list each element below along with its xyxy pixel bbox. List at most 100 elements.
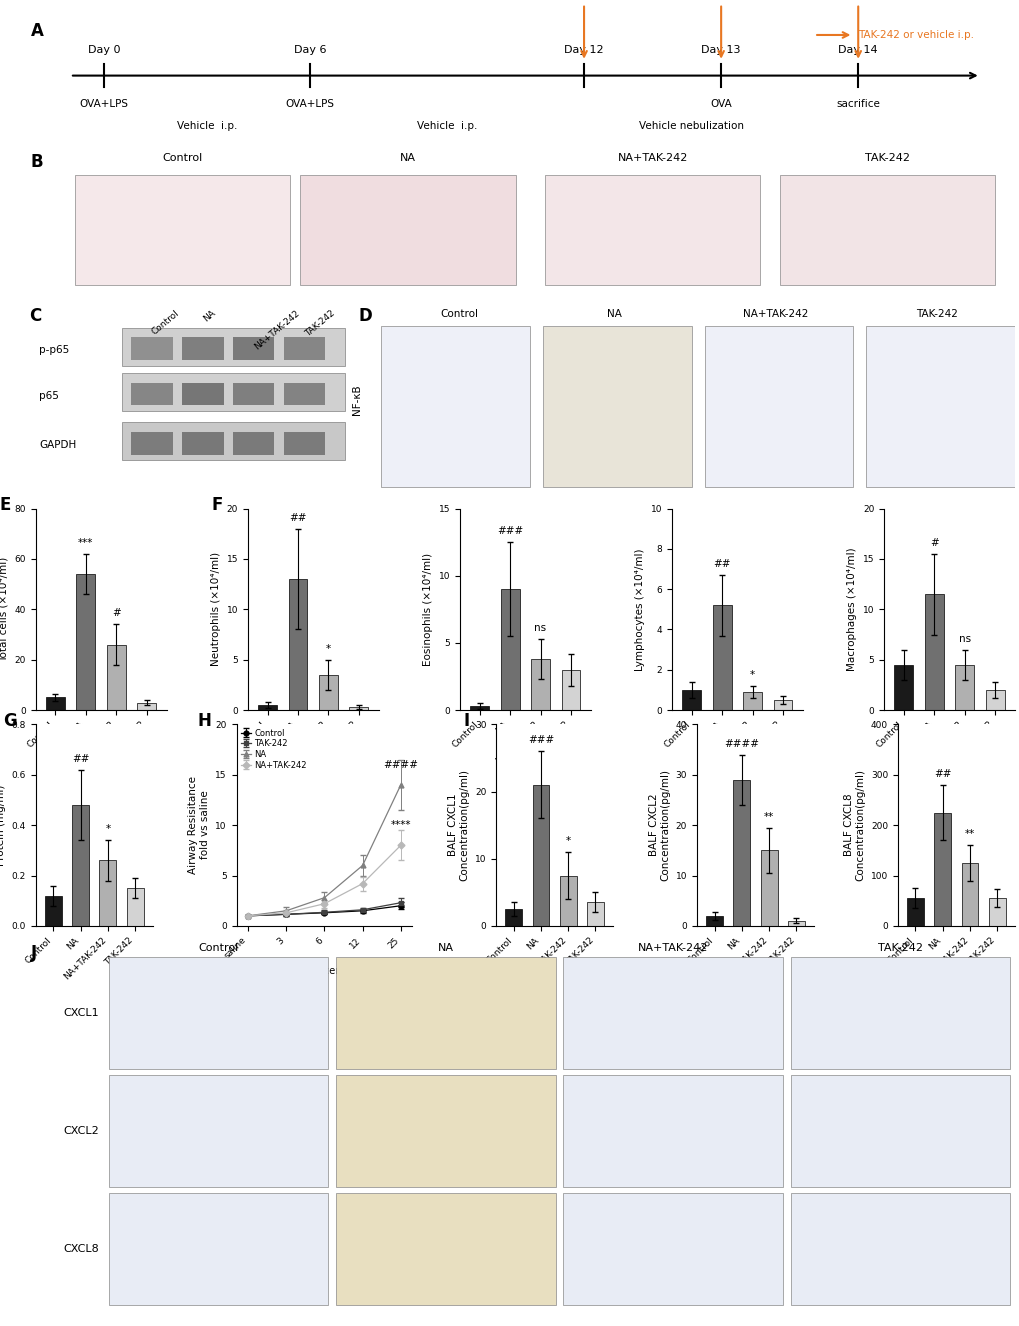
FancyBboxPatch shape — [336, 1193, 555, 1305]
Text: TAK-242: TAK-242 — [877, 943, 922, 953]
Y-axis label: Protein (mg/ml): Protein (mg/ml) — [0, 785, 6, 866]
Bar — [107, 644, 125, 711]
Text: *: * — [325, 643, 331, 654]
Text: H: H — [198, 712, 212, 731]
FancyBboxPatch shape — [790, 1193, 1009, 1305]
Text: *: * — [105, 825, 110, 834]
Text: ns: ns — [534, 623, 546, 633]
Bar — [500, 589, 519, 711]
Bar — [46, 697, 65, 711]
Text: ns: ns — [958, 634, 970, 643]
Text: sacrifice: sacrifice — [836, 99, 879, 109]
Text: C: C — [30, 306, 42, 325]
FancyBboxPatch shape — [300, 175, 515, 285]
Bar — [984, 690, 1004, 711]
Text: **: ** — [964, 829, 974, 839]
Y-axis label: BALF CXCL8
Concentration(pg/ml): BALF CXCL8 Concentration(pg/ml) — [843, 769, 864, 880]
Text: **: ** — [763, 812, 773, 822]
FancyBboxPatch shape — [283, 337, 325, 359]
Text: Day 14: Day 14 — [838, 45, 877, 54]
Text: Control: Control — [162, 152, 203, 163]
FancyBboxPatch shape — [182, 383, 223, 406]
Text: Vehicle  i.p.: Vehicle i.p. — [176, 121, 237, 131]
Text: ####: #### — [383, 760, 418, 769]
Text: Day 12: Day 12 — [564, 45, 603, 54]
Bar — [45, 895, 62, 926]
Text: OVA: OVA — [709, 99, 732, 109]
Bar — [319, 675, 337, 711]
FancyBboxPatch shape — [121, 328, 344, 366]
Bar — [586, 903, 603, 926]
Bar — [504, 910, 522, 926]
Y-axis label: Eosinophils (×10⁴/ml): Eosinophils (×10⁴/ml) — [423, 553, 433, 666]
Y-axis label: BALF CXCL2
Concentration(pg/ml): BALF CXCL2 Concentration(pg/ml) — [648, 769, 669, 880]
Text: p65: p65 — [39, 391, 59, 400]
Text: ***: *** — [78, 538, 94, 548]
FancyBboxPatch shape — [780, 175, 995, 285]
FancyBboxPatch shape — [109, 957, 328, 1069]
Bar — [733, 780, 750, 926]
Text: GAPDH: GAPDH — [39, 440, 76, 450]
Y-axis label: Total cells (×10⁴/ml): Total cells (×10⁴/ml) — [0, 557, 9, 662]
FancyBboxPatch shape — [542, 326, 691, 487]
FancyBboxPatch shape — [336, 1075, 555, 1187]
FancyBboxPatch shape — [562, 1193, 782, 1305]
Text: ##: ## — [289, 513, 307, 522]
Text: NA: NA — [201, 309, 217, 324]
Text: Control: Control — [199, 943, 238, 953]
Bar — [258, 705, 277, 711]
Y-axis label: Neutrophils (×10⁴/ml): Neutrophils (×10⁴/ml) — [211, 552, 221, 667]
FancyBboxPatch shape — [865, 326, 1014, 487]
Text: NA+TAK-242: NA+TAK-242 — [252, 309, 301, 351]
Text: J: J — [31, 944, 37, 961]
Text: TAK-242: TAK-242 — [915, 309, 957, 318]
Text: ####: #### — [723, 739, 758, 749]
Bar — [532, 785, 549, 926]
FancyBboxPatch shape — [562, 1075, 782, 1187]
Text: TAK-242: TAK-242 — [303, 309, 336, 338]
Text: NA+TAK-242: NA+TAK-242 — [742, 309, 808, 318]
FancyBboxPatch shape — [74, 175, 290, 285]
FancyBboxPatch shape — [233, 432, 274, 455]
Text: p-p65: p-p65 — [39, 345, 69, 355]
Text: CXCL8: CXCL8 — [63, 1244, 99, 1254]
Bar — [933, 813, 951, 926]
FancyBboxPatch shape — [182, 432, 223, 455]
Text: NA: NA — [606, 309, 621, 318]
Bar — [894, 664, 912, 711]
Bar — [787, 920, 804, 926]
Text: E: E — [0, 496, 10, 514]
Text: TAK-242: TAK-242 — [864, 152, 909, 163]
Y-axis label: Lymphocytes (×10⁴/ml): Lymphocytes (×10⁴/ml) — [635, 548, 644, 671]
FancyBboxPatch shape — [233, 337, 274, 359]
FancyBboxPatch shape — [283, 383, 325, 406]
FancyBboxPatch shape — [381, 326, 530, 487]
Bar — [924, 594, 943, 711]
FancyBboxPatch shape — [131, 383, 172, 406]
Bar — [126, 888, 144, 926]
Text: Vehicle  i.p.: Vehicle i.p. — [417, 121, 477, 131]
Text: CXCL2: CXCL2 — [63, 1126, 99, 1136]
Text: ##: ## — [71, 753, 90, 764]
Text: CXCL1: CXCL1 — [63, 1008, 99, 1018]
FancyBboxPatch shape — [233, 383, 274, 406]
Text: #: # — [929, 538, 937, 548]
Bar — [531, 659, 549, 711]
Bar — [561, 670, 580, 711]
Text: NA+TAK-242: NA+TAK-242 — [616, 152, 687, 163]
Text: G: G — [3, 712, 16, 731]
Bar — [906, 898, 923, 926]
FancyBboxPatch shape — [121, 422, 344, 460]
FancyBboxPatch shape — [544, 175, 759, 285]
Text: OVA+LPS: OVA+LPS — [79, 99, 128, 109]
Text: Control: Control — [439, 309, 478, 318]
Text: NA: NA — [399, 152, 416, 163]
Bar — [987, 898, 1005, 926]
Bar — [76, 574, 96, 711]
Text: B: B — [31, 152, 44, 171]
Text: ##: ## — [933, 769, 951, 778]
FancyBboxPatch shape — [182, 337, 223, 359]
Text: OVA+LPS: OVA+LPS — [285, 99, 334, 109]
Y-axis label: Airway Resisitance
fold vs saline: Airway Resisitance fold vs saline — [189, 776, 210, 874]
X-axis label: Methacholine Concentration(mg/ml): Methacholine Concentration(mg/ml) — [235, 967, 413, 976]
